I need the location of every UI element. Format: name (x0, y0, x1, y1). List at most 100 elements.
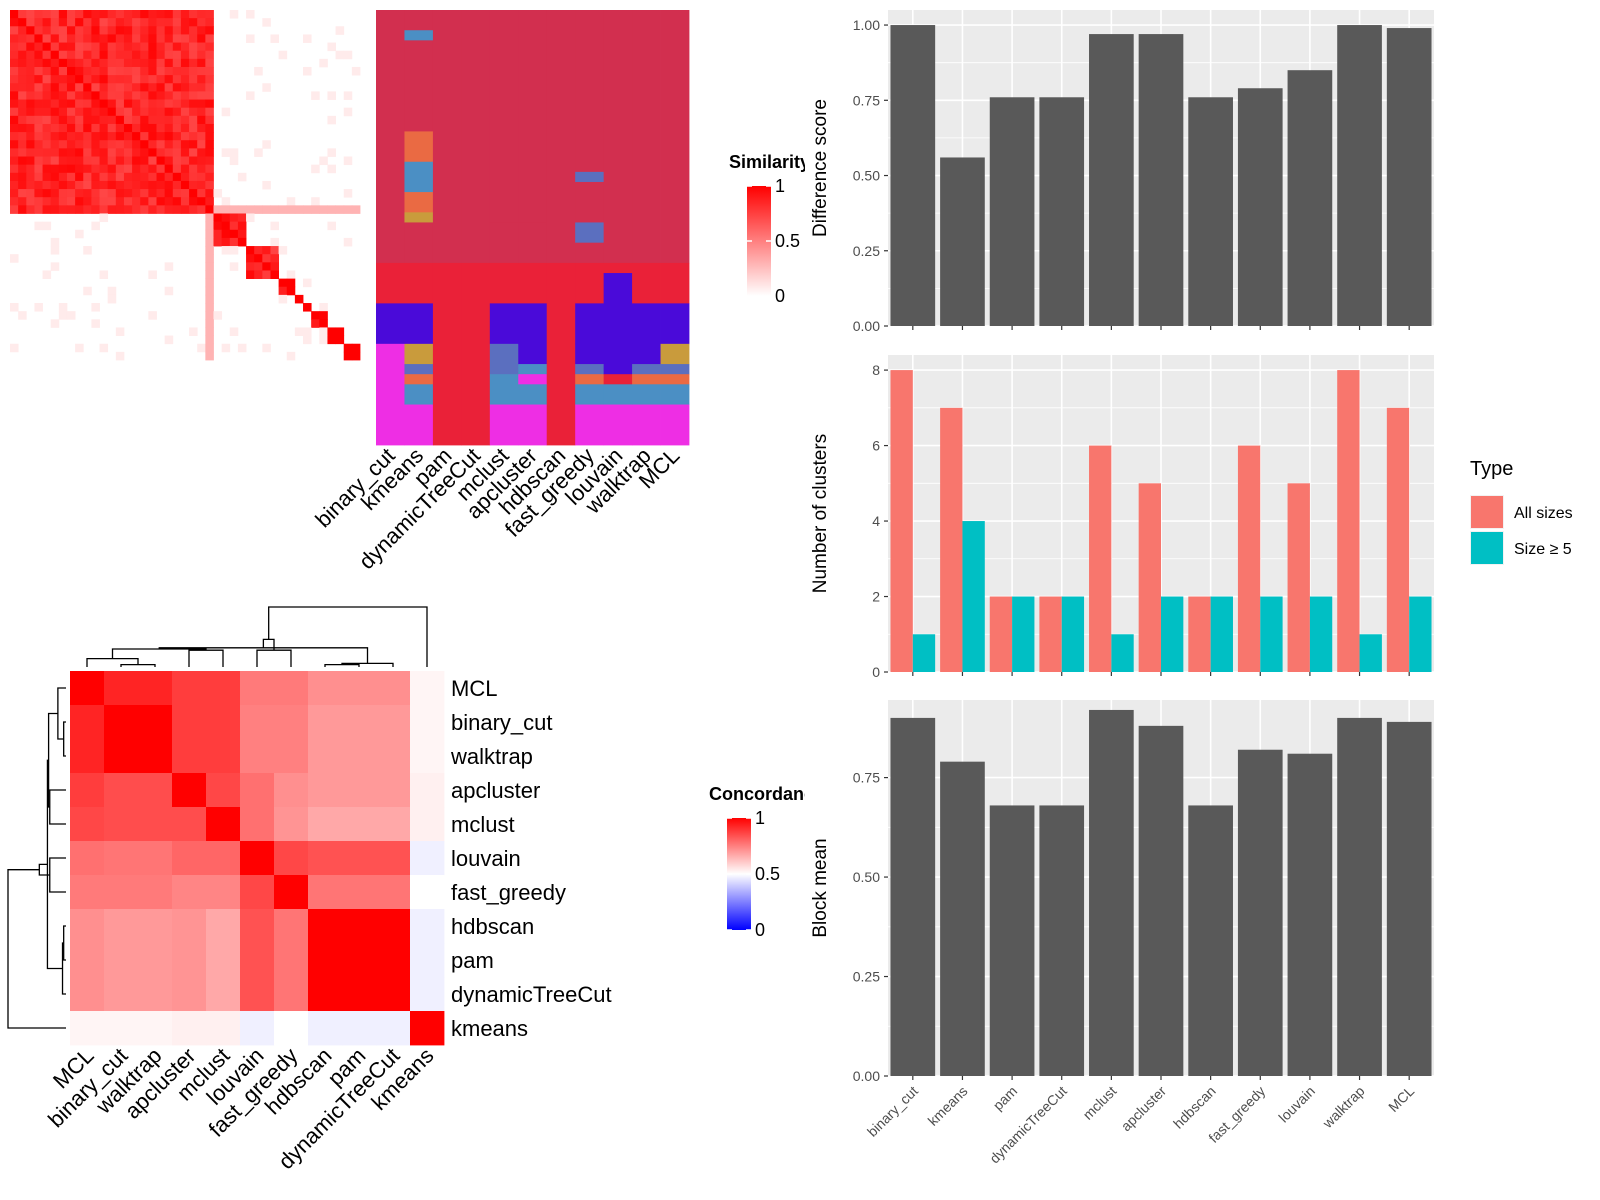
similarity-cell (75, 42, 84, 52)
similarity-cell (34, 42, 43, 52)
similarity-cell (26, 107, 35, 117)
similarity-cell (132, 180, 141, 190)
similarity-cell (148, 123, 157, 133)
concordance-cell (410, 875, 445, 910)
similarity-cell (189, 10, 198, 19)
similarity-cell (91, 221, 100, 231)
similarity-cell (34, 205, 43, 214)
similarity-cell (189, 58, 198, 68)
similarity-cell (148, 18, 157, 27)
row-label: binary_cut (451, 710, 553, 735)
similarity-cell (140, 99, 149, 109)
similarity-cell (164, 189, 174, 198)
concordance-cell (70, 977, 105, 1012)
similarity-cell (148, 107, 157, 117)
concordance-cell (410, 671, 445, 706)
similarity-cell (91, 42, 100, 52)
concordance-cell (274, 705, 309, 740)
similarity-cell (99, 66, 109, 76)
similarity-cell (246, 205, 255, 214)
similarity-cell (246, 246, 255, 255)
similarity-cell (205, 107, 214, 117)
similarity-cell (34, 189, 43, 198)
column-dendrogram-branch (188, 649, 224, 667)
similarity-cell (189, 140, 198, 149)
similarity-cell (26, 148, 35, 157)
similarity-cell (91, 66, 100, 76)
similarity-cell (148, 189, 157, 198)
similarity-cell (99, 107, 109, 117)
assignment-cell (404, 131, 434, 163)
similarity-cell (123, 75, 133, 84)
similarity-cell (58, 205, 68, 214)
similarity-cell (91, 164, 100, 174)
similarity-cell (91, 319, 100, 328)
similarity-cell (270, 262, 280, 271)
similarity-cell (132, 99, 141, 109)
difference-score-chart: 0.00 0.25 0.50 0.75 1.00 Difference score (810, 10, 1434, 334)
similarity-cell (58, 197, 68, 206)
similarity-cell (156, 58, 166, 68)
similarity-cell (140, 205, 149, 214)
bar-size-ge-5 (1309, 596, 1333, 672)
similarity-cell (172, 75, 182, 84)
similarity-cell (50, 132, 60, 141)
similarity-cell (107, 132, 117, 141)
similarity-cell (115, 115, 125, 125)
similarity-cell (197, 164, 206, 174)
x-tick-label: pam (990, 1083, 1021, 1114)
similarity-cell (83, 58, 92, 68)
similarity-cell (42, 66, 52, 76)
similarity-cell (132, 50, 141, 60)
similarity-cell (246, 270, 255, 280)
similarity-cell (107, 75, 117, 84)
similarity-cell (75, 180, 84, 190)
similarity-cell (172, 115, 182, 125)
similarity-cell (294, 205, 304, 214)
assignment-cell (632, 262, 661, 304)
similarity-cell (262, 18, 271, 27)
similarity-cell (180, 83, 190, 92)
concordance-cell (138, 705, 173, 740)
concordance-cell (240, 875, 275, 910)
assignment-cell (518, 374, 548, 385)
assignment-cell (518, 343, 548, 365)
similarity-cell (42, 26, 52, 35)
concordance-cell (104, 773, 139, 808)
similarity-cell (286, 205, 296, 214)
similarity-cell (75, 123, 84, 133)
similarity-cell (246, 254, 255, 263)
similarity-cell (42, 148, 52, 157)
concordance-cell (206, 807, 241, 842)
similarity-cell (197, 343, 206, 353)
similarity-cell (197, 42, 206, 52)
similarity-cell (140, 197, 149, 206)
concordance-cell (342, 705, 377, 740)
similarity-cell (327, 335, 336, 345)
similarity-cell (18, 140, 27, 149)
similarity-cell (229, 262, 239, 271)
similarity-cell (189, 66, 198, 76)
similarity-cell (140, 140, 149, 149)
similarity-cell (10, 75, 19, 84)
similarity-cell (10, 34, 19, 43)
similarity-cell (42, 221, 52, 231)
similarity-cell (270, 205, 280, 214)
similarity-cell (180, 172, 190, 182)
similarity-cell (91, 189, 100, 198)
similarity-cell (66, 156, 76, 166)
similarity-cell (197, 180, 206, 190)
similarity-cell (156, 115, 166, 125)
similarity-cell (213, 189, 223, 198)
concordance-cell (308, 671, 343, 706)
similarity-cell (18, 172, 27, 182)
similarity-cell (172, 50, 182, 60)
similarity-cell (140, 18, 149, 27)
similarity-cell (148, 83, 157, 92)
similarity-cell (91, 91, 100, 100)
similarity-cell (107, 197, 117, 206)
assignment-cell (575, 384, 605, 405)
similarity-cell (254, 262, 263, 271)
similarity-cell (156, 164, 166, 174)
similarity-cell (83, 132, 92, 141)
